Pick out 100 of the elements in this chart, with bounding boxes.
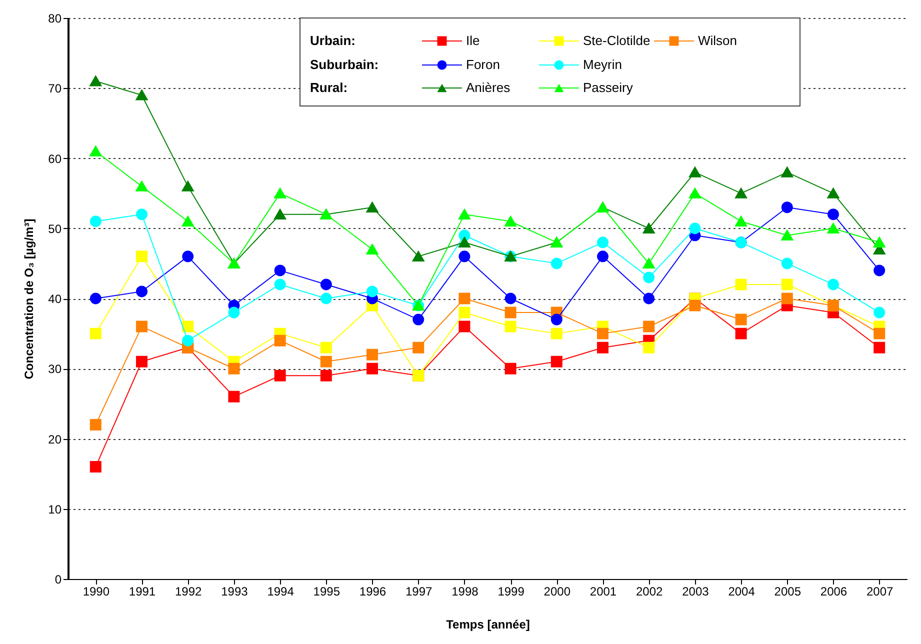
- x-axis-title: Temps [année]: [446, 618, 530, 632]
- x-tick-label: 2005: [774, 584, 802, 598]
- point: [689, 167, 701, 178]
- point: [182, 334, 194, 346]
- y-tick-label: 40: [48, 292, 62, 306]
- point: [412, 314, 424, 326]
- x-tick-label: 2003: [682, 584, 710, 598]
- point: [643, 342, 655, 354]
- point: [504, 292, 516, 304]
- point: [643, 292, 655, 304]
- legend-label: Anières: [466, 80, 511, 95]
- annotation: Rural:: [310, 80, 348, 95]
- point: [90, 216, 102, 228]
- point: [550, 258, 562, 270]
- point: [90, 292, 102, 304]
- point: [228, 390, 240, 402]
- point: [781, 292, 793, 304]
- point: [550, 314, 562, 326]
- point: [597, 250, 608, 262]
- x-tick-label: 1998: [452, 584, 479, 598]
- point: [458, 292, 470, 304]
- point: [90, 418, 102, 430]
- point: [781, 258, 793, 270]
- point: [366, 244, 378, 255]
- point: [550, 328, 562, 340]
- point: [458, 250, 470, 262]
- point: [320, 292, 332, 304]
- legend-label: Meyrin: [583, 57, 622, 72]
- point: [735, 328, 747, 340]
- point: [643, 223, 655, 234]
- point: [274, 209, 286, 220]
- point: [781, 230, 793, 240]
- y-tick-label: 10: [48, 502, 62, 516]
- point: [689, 300, 701, 312]
- x-tick-label: 1996: [359, 584, 386, 598]
- point: [735, 278, 747, 290]
- point: [136, 181, 148, 192]
- legend-label: Ile: [466, 33, 480, 48]
- point: [182, 250, 194, 262]
- point: [735, 216, 747, 226]
- point: [458, 209, 470, 220]
- x-tick-label: 2002: [636, 584, 664, 598]
- point: [689, 222, 701, 234]
- point: [643, 272, 655, 284]
- point: [735, 188, 747, 198]
- point: [136, 320, 148, 332]
- point: [689, 188, 701, 198]
- point: [274, 188, 286, 198]
- point: [643, 320, 655, 332]
- point: [504, 320, 516, 332]
- point: [320, 278, 332, 290]
- point: [781, 278, 793, 290]
- point: [874, 342, 886, 354]
- point: [597, 342, 608, 354]
- y-tick-label: 50: [48, 222, 62, 236]
- point: [597, 328, 608, 340]
- point: [228, 306, 240, 318]
- point: [874, 264, 886, 276]
- y-tick-label: 60: [48, 152, 62, 166]
- point: [458, 306, 470, 318]
- x-tick-label: 1997: [406, 584, 433, 598]
- x-tick-label: 2001: [590, 584, 617, 598]
- point: [874, 237, 886, 248]
- point: [412, 251, 424, 262]
- x-tick-label: 2000: [544, 584, 571, 598]
- x-tick-label: 2004: [728, 584, 756, 598]
- point: [504, 362, 516, 374]
- x-tick-label: 1994: [267, 584, 294, 598]
- point: [274, 334, 286, 346]
- legend-label: Passeiry: [583, 80, 634, 95]
- point: [274, 264, 286, 276]
- point: [320, 342, 332, 354]
- y-axis-title: Concentration de O₃ [µg/m³]: [22, 218, 36, 380]
- point: [90, 76, 102, 86]
- point: [136, 286, 148, 298]
- point: [90, 461, 102, 473]
- annotation: Urbain:: [310, 33, 356, 48]
- point: [320, 356, 332, 368]
- point: [504, 216, 516, 226]
- point: [320, 370, 332, 382]
- point: [781, 167, 793, 178]
- point: [228, 362, 240, 374]
- point: [828, 208, 839, 220]
- annotation: Suburbain:: [310, 57, 379, 72]
- y-tick-label: 20: [48, 432, 62, 446]
- point: [458, 320, 470, 332]
- point: [828, 188, 839, 198]
- point: [136, 208, 148, 220]
- point: [828, 278, 839, 290]
- point: [550, 356, 562, 368]
- point: [735, 314, 747, 326]
- point: [366, 362, 378, 374]
- x-tick-label: 1991: [128, 584, 156, 598]
- x-tick-label: 2006: [820, 584, 848, 598]
- x-tick-label: 1993: [221, 584, 248, 598]
- point: [458, 237, 470, 248]
- point: [182, 181, 194, 192]
- point: [874, 306, 886, 318]
- y-tick-label: 80: [48, 12, 62, 26]
- point: [182, 320, 194, 332]
